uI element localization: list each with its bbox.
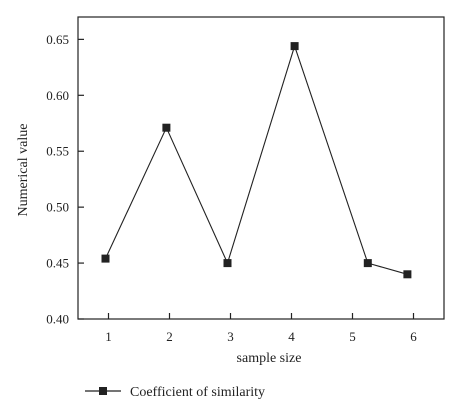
y-tick-label: 0.55: [46, 144, 69, 159]
legend-label: Coefficient of similarity: [130, 385, 265, 400]
legend-marker-swatch: [99, 387, 107, 395]
x-tick-label: 1: [105, 329, 112, 344]
y-axis-title: Numerical value: [16, 124, 31, 217]
y-tick-label: 0.60: [46, 88, 69, 103]
data-point-marker: [101, 254, 110, 263]
series-line: [105, 44, 408, 275]
x-tick-label: 4: [288, 329, 295, 344]
data-point-marker: [223, 259, 232, 268]
x-axis-ticks: 1 2 3 4 5 6: [105, 313, 417, 344]
y-tick-label: 0.45: [46, 256, 69, 271]
x-tick-label: 2: [166, 329, 173, 344]
x-tick-label: 6: [410, 329, 417, 344]
y-tick-label: 0.65: [46, 32, 69, 47]
y-tick-label: 0.40: [46, 312, 69, 327]
x-axis-title: sample size: [237, 351, 302, 366]
plot-frame: [77, 16, 445, 320]
series-layer: [101, 42, 412, 279]
y-axis-ticks: 0.40 0.45 0.50 0.55 0.60 0.65: [46, 32, 84, 327]
data-point-marker: [162, 123, 171, 132]
data-point-marker: [290, 42, 299, 51]
x-tick-label: 3: [227, 329, 234, 344]
data-point-marker: [403, 270, 412, 279]
x-tick-label: 5: [349, 329, 356, 344]
data-point-marker: [363, 259, 372, 268]
legend: Coefficient of similarity: [85, 385, 265, 400]
y-tick-label: 0.50: [46, 200, 69, 215]
